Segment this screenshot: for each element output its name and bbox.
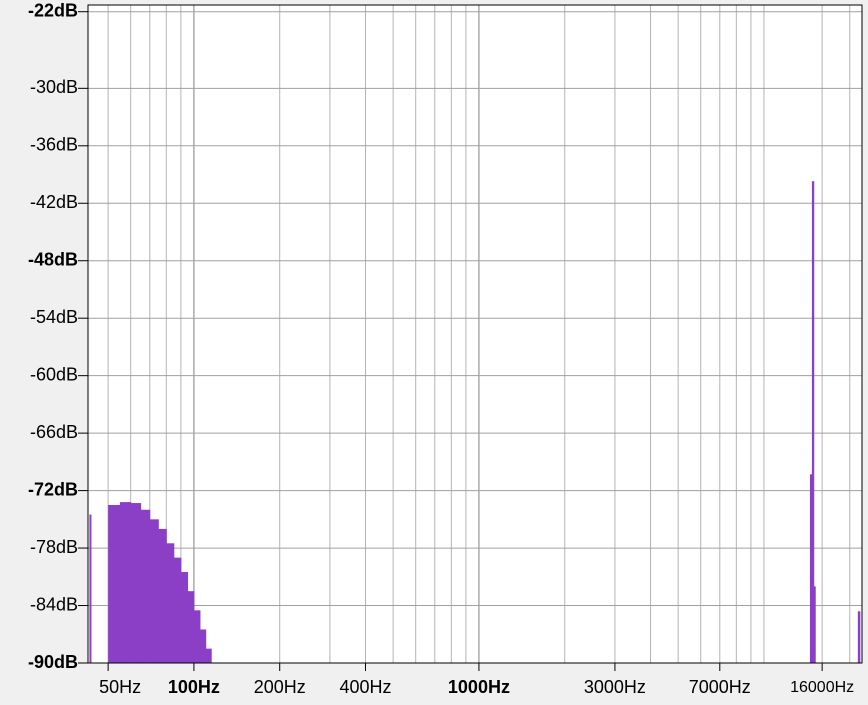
y-tick-label: -36dB [30, 135, 78, 155]
y-tick-label: -60dB [30, 364, 78, 384]
spectrum-bar [811, 181, 815, 663]
x-tick-label: 50Hz [99, 677, 141, 697]
y-tick-label: -30dB [30, 77, 78, 97]
x-tick-label: 3000Hz [584, 677, 646, 697]
spectrum-bar [857, 611, 861, 663]
spectrum-bar [205, 648, 212, 663]
y-tick-label: -54dB [30, 307, 78, 327]
y-tick-label: -72dB [28, 479, 78, 499]
x-tick-label: 1000Hz [448, 677, 510, 697]
spectrum-bar [180, 572, 189, 663]
y-tick-label: -90dB [28, 652, 78, 672]
plot-area [87, 4, 863, 664]
spectrum-bar [193, 610, 201, 663]
spectrum-bar [149, 519, 159, 663]
y-tick-label: -78dB [30, 537, 78, 557]
y-tick-label: -66dB [30, 422, 78, 442]
spectrum-bar [119, 502, 132, 663]
y-tick-label: -42dB [30, 192, 78, 212]
spectrum-bar [199, 629, 207, 663]
spectrum-bar [140, 509, 151, 663]
spectrum-bar [89, 514, 92, 663]
spectrum-bar [173, 557, 182, 663]
spectrum-bar [187, 591, 195, 663]
spectrum-bar [108, 504, 121, 663]
x-tick-label: 100Hz [168, 677, 220, 697]
spectrum-bar [813, 586, 816, 663]
x-tick-label: 7000Hz [689, 677, 751, 697]
y-tick-label: -48dB [28, 249, 78, 269]
spectrum-bar [158, 528, 167, 663]
x-tick-label: 16000Hz [790, 679, 854, 696]
x-tick-label: 400Hz [339, 677, 391, 697]
plot-border [87, 4, 863, 664]
y-tick-label: -84dB [30, 594, 78, 614]
y-tick-label: -22dB [28, 0, 78, 20]
spectrum-bar [130, 503, 142, 663]
spectrum-bar [166, 543, 175, 663]
x-tick-label: 200Hz [254, 677, 306, 697]
spectrum-bar [809, 474, 813, 663]
